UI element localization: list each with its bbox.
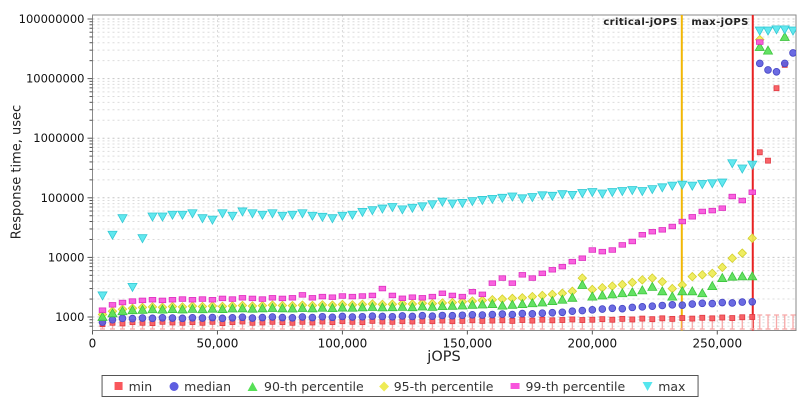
x-tick-label: 150,000: [443, 337, 493, 351]
y-axis-ticks: 1000 10000 100000 1000000 10000000 100000000: [19, 12, 93, 327]
x-tick-label: 50,000: [196, 337, 238, 351]
legend-item-max: max: [642, 379, 685, 394]
y-tick-label: 10000: [48, 250, 85, 264]
x-tick-label: 0: [89, 337, 97, 351]
legend-item-median: median: [169, 379, 231, 394]
series-max: [97, 25, 796, 301]
min-whiskers: [99, 314, 796, 330]
legend-item-min: min: [114, 378, 153, 394]
x-tick-label: 200,000: [568, 337, 618, 351]
legend: min median 90-th percentile 95-th percen…: [101, 375, 699, 397]
x-axis-ticks: 0 50,000 100,000 150,000 200,000 250,000: [89, 330, 742, 351]
median-marker-icon: [169, 381, 179, 391]
legend-label-max: max: [658, 378, 686, 394]
legend-label-min: min: [128, 378, 153, 394]
legend-item-90th: 90-th percentile: [248, 379, 364, 394]
x-tick-label: 100,000: [318, 337, 368, 351]
min-marker-icon: [114, 382, 123, 390]
series-90-th percentile: [97, 31, 790, 321]
y-tick-label: 100000000: [19, 12, 85, 26]
99th-percentile-marker-icon: [510, 383, 520, 389]
y-tick-label: 1000000: [33, 131, 84, 145]
legend-item-99th: 99-th percentile: [510, 379, 625, 394]
95th-percentile-marker-icon: [379, 381, 390, 391]
legend-label-90th: 90-th percentile: [264, 378, 364, 394]
max-marker-icon: [642, 381, 653, 391]
y-gridlines: [92, 18, 796, 327]
y-tick-label: 10000000: [26, 72, 85, 86]
series-99-th percentile: [98, 39, 764, 313]
annotation-label: critical-jOPS: [603, 17, 677, 28]
legend-label-median: median: [184, 378, 231, 394]
series-median: [98, 49, 796, 326]
x-axis-title: jOPS: [427, 349, 461, 365]
90th-percentile-marker-icon: [248, 381, 258, 391]
legend-label-95th: 95-th percentile: [393, 378, 494, 394]
x-tick-label: 250,000: [692, 337, 742, 351]
y-tick-label: 1000: [55, 310, 84, 324]
series-95-th percentile: [97, 34, 765, 320]
legend-item-95th: 95-th percentile: [379, 378, 494, 394]
annotation-critical-jOPS: critical-jOPS: [603, 15, 683, 331]
y-axis-title: Response time, usec: [9, 104, 25, 240]
annotation-max-jOPS: max-jOPS: [691, 15, 754, 331]
plot-border: [92, 14, 797, 331]
y-tick-label: 100000: [41, 191, 85, 205]
annotation-label: max-jOPS: [691, 17, 748, 28]
legend-label-99th: 99-th percentile: [525, 378, 626, 394]
